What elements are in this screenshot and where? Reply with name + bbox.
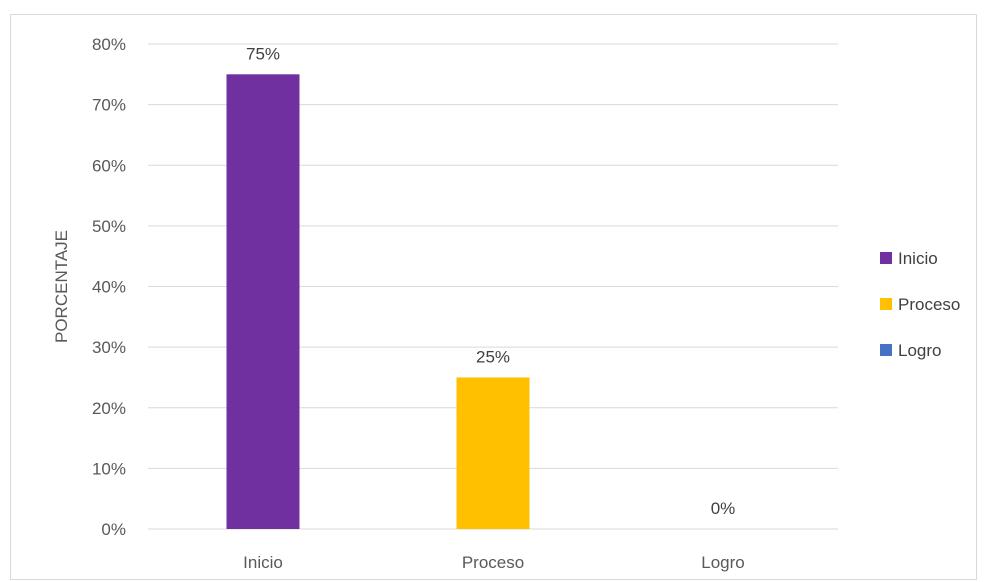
y-tick-label: 40% [92,278,126,297]
y-tick-label: 10% [92,459,126,478]
data-label: 75% [246,44,280,63]
data-label: 0% [711,499,736,518]
y-tick-label: 20% [92,399,126,418]
x-tick-label: Logro [701,553,744,572]
x-tick-label: Inicio [243,553,283,572]
y-tick-label: 0% [101,520,126,539]
y-tick-label: 30% [92,338,126,357]
legend-label: Proceso [898,295,960,314]
y-tick-label: 60% [92,156,126,175]
y-axis-label: PORCENTAJE [52,230,71,343]
legend-label: Inicio [898,249,938,268]
bar-inicio [226,74,300,529]
y-tick-label: 50% [92,217,126,236]
legend-swatch [880,344,892,356]
bar-proceso [456,377,530,529]
y-tick-label: 70% [92,96,126,115]
legend-swatch [880,252,892,264]
legend-swatch [880,298,892,310]
x-tick-label: Proceso [462,553,524,572]
data-label: 25% [476,347,510,366]
legend-label: Logro [898,341,941,360]
y-tick-label: 80% [92,35,126,54]
